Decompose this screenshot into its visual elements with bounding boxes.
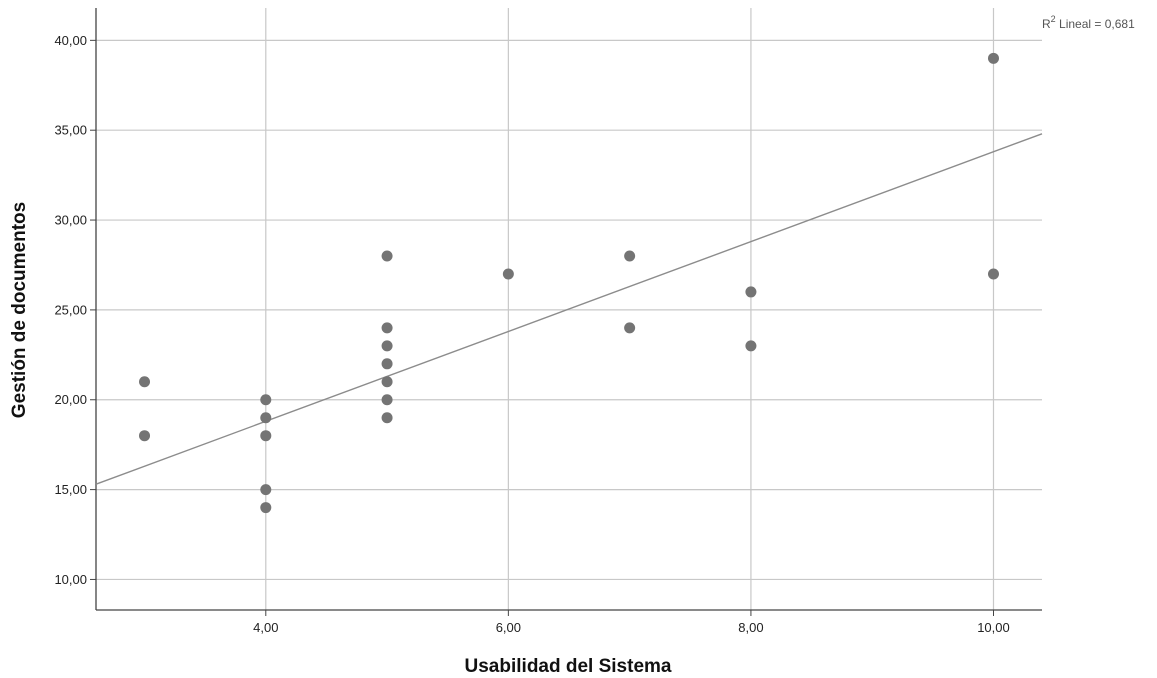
fit-line	[95, 133, 1043, 485]
r2-text: Lineal = 0,681	[1056, 17, 1135, 31]
r2-annotation: R2 Lineal = 0,681	[1042, 14, 1135, 31]
x-tick-label: 4,00	[253, 620, 278, 635]
data-point	[260, 394, 272, 406]
data-point	[260, 412, 272, 424]
y-axis-title: Gestión de documentos	[9, 202, 30, 418]
data-point	[624, 322, 636, 334]
data-point	[381, 322, 393, 334]
y-tick-label: 25,00	[54, 302, 87, 317]
r2-superscript: 2	[1051, 14, 1056, 24]
x-tick-label: 10,00	[977, 620, 1010, 635]
x-tick-label: 8,00	[738, 620, 763, 635]
data-point	[381, 394, 393, 406]
data-point	[745, 340, 757, 352]
y-tick-label: 35,00	[54, 123, 87, 138]
data-point	[624, 250, 636, 262]
data-point	[502, 268, 514, 280]
r2-prefix: R	[1042, 17, 1051, 31]
y-tick-label: 40,00	[54, 33, 87, 48]
y-tick-label: 15,00	[54, 482, 87, 497]
data-point	[381, 376, 393, 388]
data-point	[139, 376, 151, 388]
y-tick-label: 10,00	[54, 572, 87, 587]
y-tick-label: 30,00	[54, 213, 87, 228]
data-point	[139, 430, 151, 442]
data-point	[381, 250, 393, 262]
data-points	[139, 52, 999, 514]
data-point	[987, 268, 999, 280]
data-point	[381, 358, 393, 370]
data-point	[987, 52, 999, 64]
y-tick-labels: 10,00 15,00 20,00 25,00 30,00 35,00 40,00	[54, 33, 87, 587]
data-point	[260, 430, 272, 442]
data-point	[260, 502, 272, 514]
x-tick-labels: 4,00 6,00 8,00 10,00	[253, 620, 1010, 635]
y-tick-label: 20,00	[54, 392, 87, 407]
data-point	[381, 340, 393, 352]
data-point	[260, 484, 272, 496]
axes	[90, 8, 1042, 616]
data-point	[745, 286, 757, 298]
x-tick-label: 6,00	[496, 620, 521, 635]
grid-lines	[96, 8, 1042, 610]
data-point	[381, 412, 393, 424]
fit-line-group	[95, 133, 1043, 485]
x-axis-title: Usabilidad del Sistema	[465, 656, 672, 677]
